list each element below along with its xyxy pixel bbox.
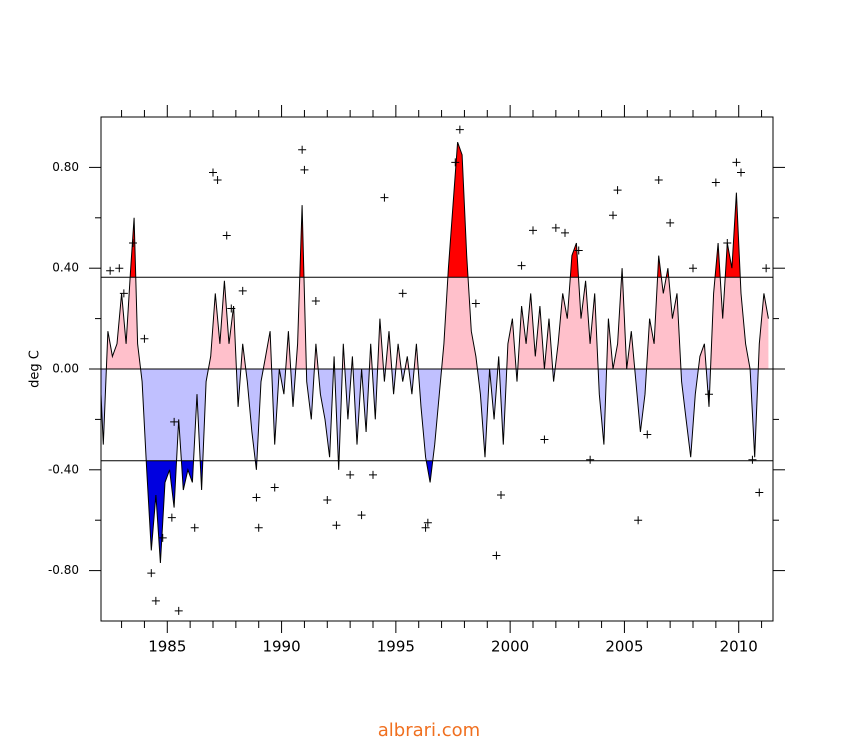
point-marker <box>451 158 460 167</box>
point-marker <box>332 521 341 530</box>
point-marker <box>643 430 652 439</box>
y-tick-label: 0.40 <box>52 261 79 275</box>
y-tick-label: -0.40 <box>48 462 79 476</box>
point-marker <box>497 491 505 499</box>
point-marker <box>609 211 617 220</box>
x-tick-label: 2010 <box>720 638 758 656</box>
point-marker <box>311 296 320 305</box>
point-marker <box>209 168 217 177</box>
point-marker <box>174 606 183 615</box>
point-marker <box>357 511 366 520</box>
point-marker <box>529 226 537 235</box>
point-marker <box>423 518 432 527</box>
point-marker <box>346 470 355 479</box>
area-fill <box>101 369 769 461</box>
point-marker <box>254 523 263 532</box>
area-fill <box>101 277 769 369</box>
point-marker <box>517 261 526 270</box>
point-marker <box>238 286 247 295</box>
point-marker <box>492 551 501 560</box>
point-marker <box>323 496 332 505</box>
x-tick-label: 1995 <box>377 638 415 656</box>
y-tick-label: 0.80 <box>52 160 79 174</box>
point-marker <box>140 334 149 343</box>
point-marker <box>737 168 745 177</box>
point-marker <box>666 218 675 227</box>
point-marker <box>654 176 663 184</box>
y-tick-label: -0.80 <box>48 563 79 577</box>
point-marker <box>300 165 309 174</box>
x-tick-label: 2005 <box>605 638 643 656</box>
x-tick-label: 1990 <box>262 638 300 656</box>
point-marker <box>147 569 156 578</box>
point-marker <box>723 239 732 247</box>
point-marker <box>213 176 222 184</box>
point-marker <box>755 488 764 497</box>
point-marker <box>252 493 261 502</box>
point-marker <box>705 390 713 399</box>
point-marker <box>380 193 389 202</box>
point-marker <box>298 145 307 154</box>
point-marker <box>270 483 279 492</box>
point-marker <box>634 516 643 525</box>
point-marker <box>732 158 741 167</box>
point-marker <box>455 125 464 134</box>
point-marker <box>151 596 160 605</box>
x-tick-label: 2000 <box>491 638 529 656</box>
point-marker <box>222 231 231 240</box>
y-axis-label: deg C <box>28 350 43 388</box>
point-marker <box>561 228 569 237</box>
y-tick-label: 0.00 <box>52 362 79 376</box>
point-marker <box>158 533 167 542</box>
point-marker <box>369 470 377 479</box>
point-marker <box>106 266 115 275</box>
point-marker <box>170 417 179 426</box>
point-marker <box>574 246 583 255</box>
point-marker <box>551 223 560 232</box>
point-marker <box>398 289 407 298</box>
footer: albrari.com <box>378 720 480 740</box>
point-marker <box>586 455 595 464</box>
point-marker <box>115 264 124 273</box>
point-marker <box>613 186 622 195</box>
point-marker <box>129 239 137 247</box>
point-marker <box>119 289 128 298</box>
point-marker <box>227 304 236 313</box>
point-marker <box>540 435 549 444</box>
point-marker <box>748 455 757 464</box>
x-tick-label: 1985 <box>148 638 186 656</box>
point-marker <box>190 523 199 532</box>
area-fill <box>146 460 433 563</box>
point-marker <box>711 178 720 187</box>
point-marker <box>689 264 697 273</box>
point-marker <box>421 523 430 532</box>
point-marker <box>471 299 480 308</box>
point-marker <box>167 513 176 522</box>
point-marker <box>762 264 771 273</box>
